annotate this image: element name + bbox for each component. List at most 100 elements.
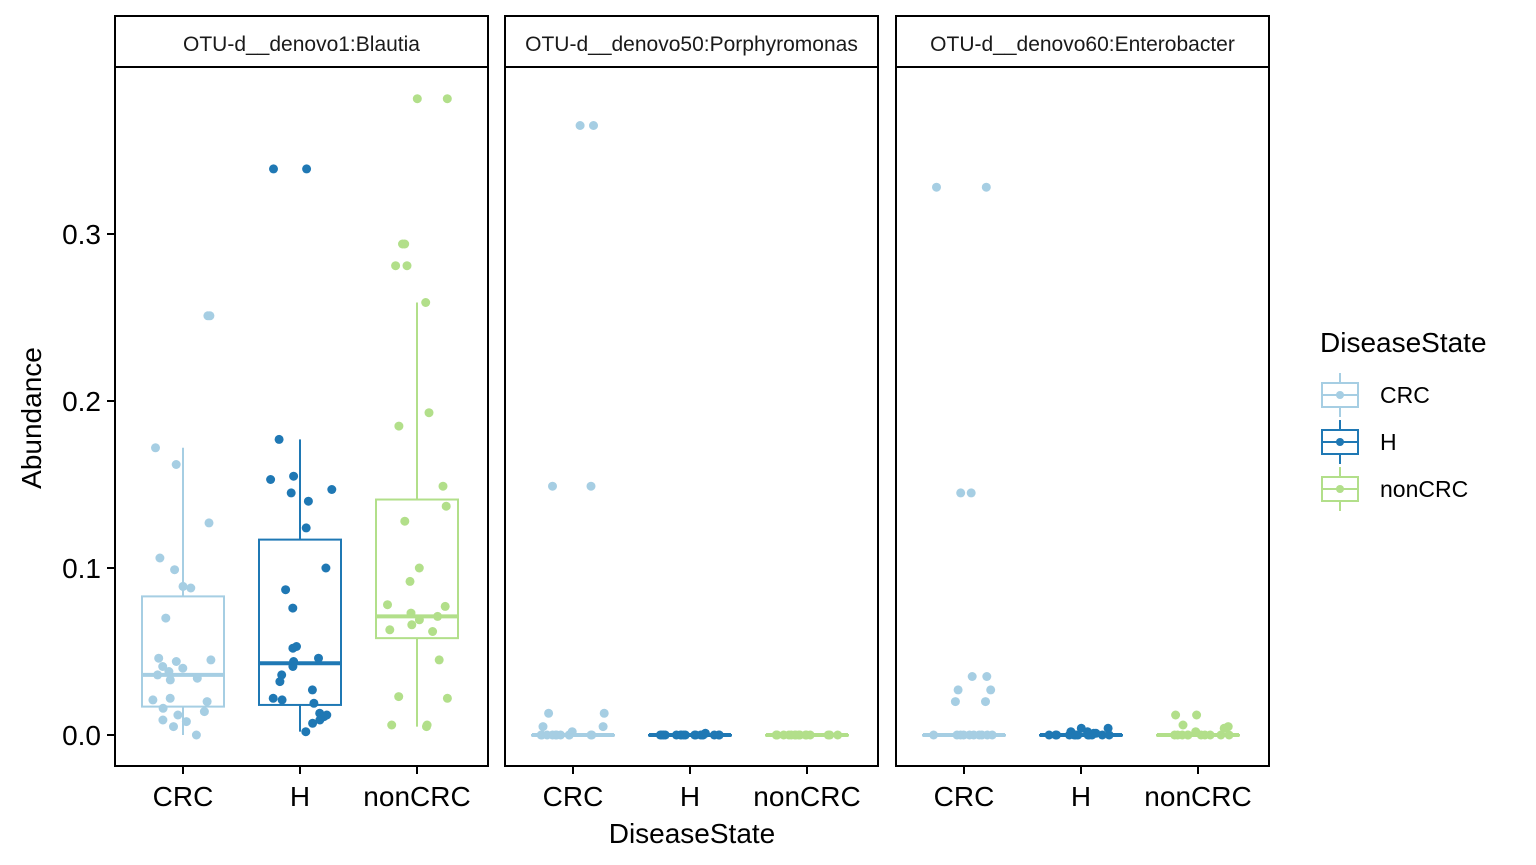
data-point [274,434,284,444]
data-point [564,730,574,740]
data-point [154,653,164,663]
legend-key-point [1336,485,1344,493]
data-point [428,627,438,636]
data-point [548,481,557,491]
data-point [932,182,941,192]
data-point [205,311,215,321]
data-point [178,581,188,591]
data-point [202,697,212,707]
panels-layer: OTU-d__denovo1:Blautia OTU-d__denovo50:Po… [114,15,1270,767]
data-point [966,488,976,498]
data-point [314,653,323,663]
data-point [1205,730,1215,740]
x-tick-label: H [1071,781,1091,812]
data-point [199,707,209,717]
data-point [671,730,681,740]
data-point [286,488,296,498]
data-point [771,730,781,740]
panel-content [531,121,849,740]
data-point [952,730,962,740]
legend-key-point [1336,391,1344,399]
facet-panel: OTU-d__denovo50:Porphyromonas [504,15,879,767]
data-point [589,121,598,130]
data-point [288,643,298,653]
data-point [794,730,804,740]
data-point [986,685,996,695]
data-point [965,730,974,740]
data-point [186,583,196,593]
data-point [1103,723,1113,733]
facet-panel: OTU-d__denovo1:Blautia [114,15,489,767]
data-point [1219,723,1229,733]
y-axis-title: Abundance [16,347,47,489]
data-point [387,720,397,730]
panel-content [141,94,459,740]
data-point [192,673,202,683]
data-point [598,722,608,732]
data-point [1196,730,1206,740]
data-point [442,94,452,104]
data-point [402,261,412,271]
data-point [981,697,990,707]
data-point [422,722,431,732]
data-point [400,239,410,249]
data-point [161,613,171,623]
data-point [204,518,214,528]
data-point [801,730,811,740]
facet-panel: OTU-d__denovo60:Enterobacter [895,15,1270,767]
data-point [953,685,963,695]
x-tick-label: H [290,781,310,812]
x-tick-label: nonCRC [1144,781,1251,812]
data-point [1104,730,1114,740]
legend-label: CRC [1380,382,1430,408]
data-point [1064,730,1074,740]
data-point [169,722,178,732]
data-point [537,730,547,740]
data-point [165,693,175,703]
data-point [206,655,216,665]
x-tick-label: CRC [153,781,214,812]
data-point [552,730,562,740]
data-point [405,576,415,586]
data-point [987,730,997,740]
data-point [440,601,450,611]
data-point [433,611,443,621]
data-point [424,408,434,418]
data-point [1183,730,1193,740]
panel-border [504,66,879,767]
data-point [599,708,609,718]
data-point [1084,730,1094,740]
facet-strip [504,15,879,68]
data-point [148,695,158,705]
data-point [950,697,960,707]
data-point [434,655,444,665]
data-point [967,672,977,681]
data-point [586,481,596,491]
y-tick-label: 0.3 [62,219,101,250]
data-point [407,620,417,630]
data-point [587,730,597,740]
legend-label: nonCRC [1380,476,1468,502]
data-point [981,182,991,192]
box-iqr [141,595,225,708]
data-point [303,496,313,506]
data-point [281,585,291,595]
data-point [779,730,789,740]
box-iqr [375,498,459,640]
panel-border [895,66,1270,767]
data-point [833,730,843,740]
data-point [151,443,160,453]
data-point [538,722,548,732]
data-point [1097,730,1107,740]
data-point [1171,710,1181,720]
data-point [544,708,554,718]
data-point [438,481,448,491]
legend-title: DiseaseState [1320,327,1487,358]
data-point [269,164,278,174]
data-point [309,698,319,708]
data-point [165,675,175,685]
data-point [1071,730,1081,740]
